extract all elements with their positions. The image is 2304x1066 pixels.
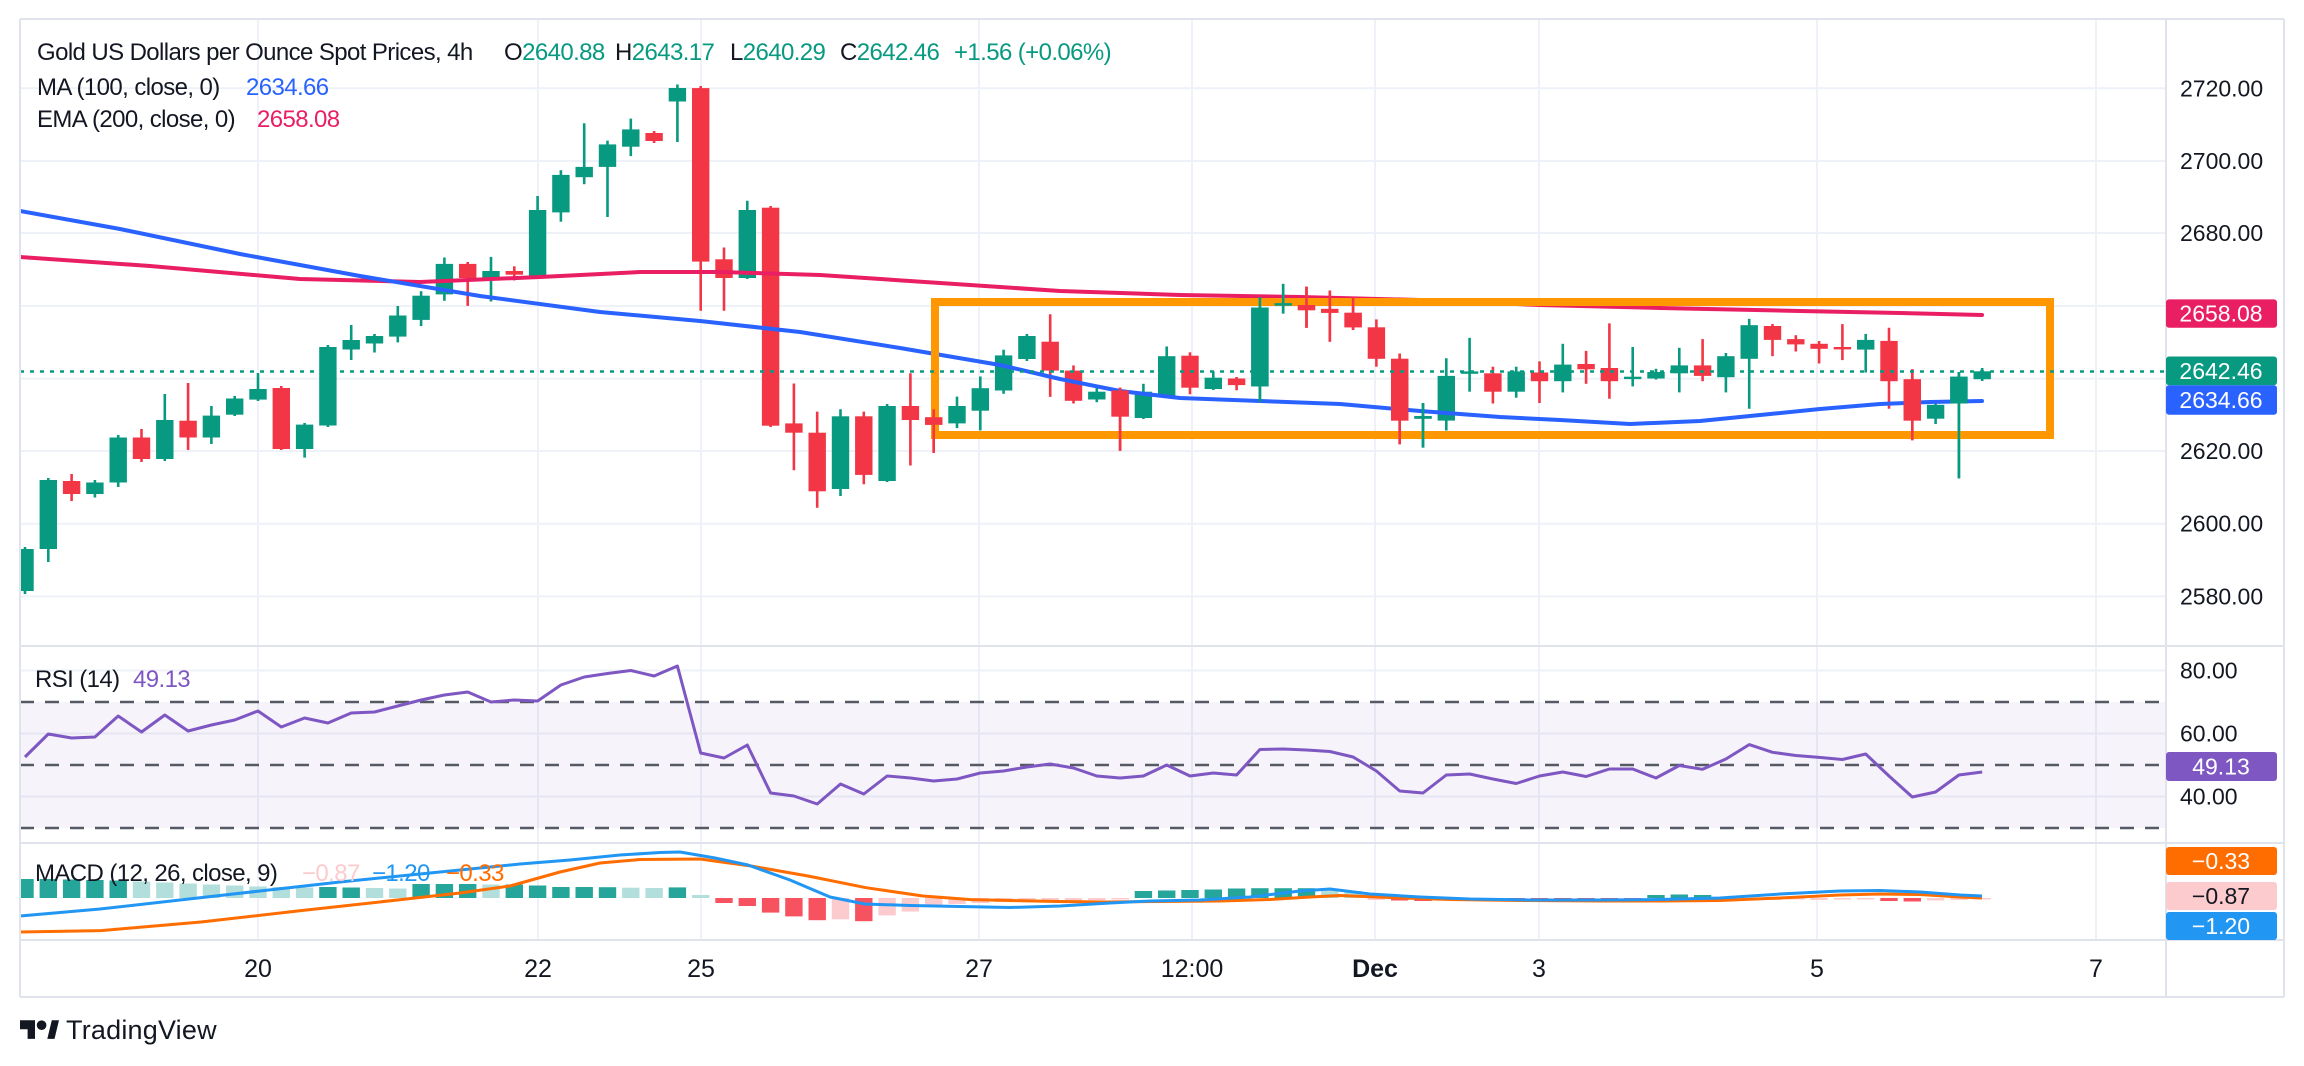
svg-text:−0.33: −0.33: [446, 860, 504, 887]
svg-text:22: 22: [524, 955, 552, 983]
svg-text:40.00: 40.00: [2180, 784, 2238, 810]
svg-text:C2642.46: C2642.46: [840, 39, 940, 66]
svg-text:2658.08: 2658.08: [2179, 301, 2262, 327]
svg-text:MA (100, close, 0): MA (100, close, 0): [37, 74, 220, 101]
svg-text:12:00: 12:00: [1161, 955, 1224, 983]
svg-text:2634.66: 2634.66: [246, 74, 329, 101]
svg-text:2658.08: 2658.08: [257, 106, 340, 133]
svg-text:3: 3: [1532, 955, 1546, 983]
svg-text:2720.00: 2720.00: [2180, 75, 2263, 101]
svg-text:−1.20: −1.20: [2192, 913, 2250, 939]
svg-text:MACD (12, 26, close, 9): MACD (12, 26, close, 9): [35, 860, 277, 887]
svg-text:7: 7: [2089, 955, 2103, 983]
svg-text:RSI (14): RSI (14): [35, 666, 120, 693]
svg-text:2700.00: 2700.00: [2180, 148, 2263, 174]
svg-text:O2640.88: O2640.88: [504, 39, 605, 66]
svg-text:−0.87: −0.87: [2192, 883, 2250, 909]
svg-text:5: 5: [1810, 955, 1824, 983]
svg-text:2620.00: 2620.00: [2180, 438, 2263, 464]
svg-text:27: 27: [965, 955, 993, 983]
svg-text:2580.00: 2580.00: [2180, 583, 2263, 609]
svg-text:20: 20: [244, 955, 272, 983]
svg-text:60.00: 60.00: [2180, 721, 2238, 747]
svg-text:2642.46: 2642.46: [2179, 358, 2262, 384]
svg-text:2634.66: 2634.66: [2179, 387, 2262, 413]
svg-text:H2643.17: H2643.17: [615, 39, 715, 66]
svg-text:L2640.29: L2640.29: [730, 39, 826, 66]
svg-text:EMA (200, close, 0): EMA (200, close, 0): [37, 106, 235, 133]
svg-text:80.00: 80.00: [2180, 658, 2238, 684]
svg-text:TradingView: TradingView: [66, 1015, 217, 1045]
svg-text:Gold US Dollars per Ounce Spot: Gold US Dollars per Ounce Spot Prices, 4…: [37, 39, 473, 66]
svg-text:+1.56 (+0.06%): +1.56 (+0.06%): [954, 39, 1111, 66]
svg-text:49.13: 49.13: [2192, 754, 2250, 780]
svg-text:−0.87: −0.87: [302, 860, 360, 887]
svg-text:2680.00: 2680.00: [2180, 220, 2263, 246]
svg-text:−1.20: −1.20: [372, 860, 430, 887]
svg-text:−0.33: −0.33: [2192, 848, 2250, 874]
svg-text:49.13: 49.13: [133, 666, 190, 693]
svg-text:Dec: Dec: [1352, 955, 1398, 983]
svg-text:25: 25: [687, 955, 715, 983]
svg-text:2600.00: 2600.00: [2180, 511, 2263, 537]
